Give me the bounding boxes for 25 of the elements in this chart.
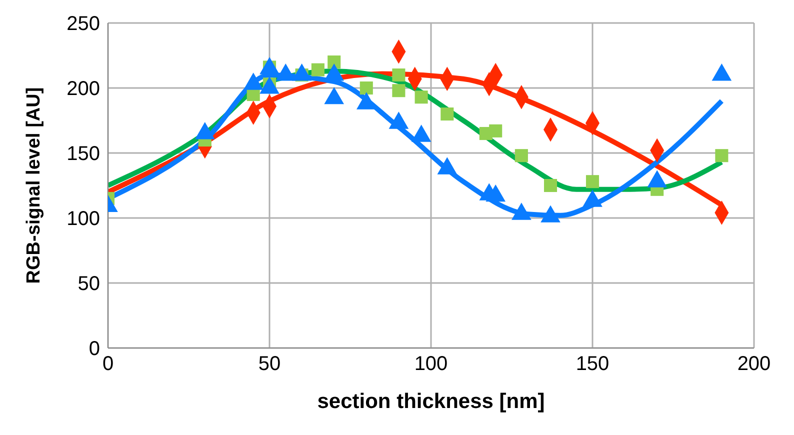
point — [514, 149, 528, 162]
y-tick-label: 250 — [66, 13, 100, 36]
y-axis-title: RGB-signal level [AU] — [24, 87, 45, 284]
x-axis-title: section thickness [nm] — [317, 390, 545, 413]
point — [414, 90, 428, 104]
x-tick-label: 100 — [414, 353, 448, 376]
y-tick-label: 0 — [88, 338, 100, 360]
point — [360, 81, 373, 95]
x-tick-label: 0 — [102, 353, 114, 376]
point — [392, 84, 406, 98]
y-tick-label: 100 — [66, 208, 100, 230]
point — [586, 175, 600, 188]
x-tick-label: 200 — [737, 353, 771, 376]
point — [489, 124, 502, 138]
y-tick-label: 150 — [66, 143, 100, 166]
x-tick-label: 50 — [258, 353, 281, 376]
x-tick-label: 150 — [576, 353, 610, 376]
point — [392, 68, 406, 82]
point — [544, 178, 558, 192]
y-tick-label: 50 — [78, 273, 100, 296]
point — [715, 149, 728, 162]
point — [328, 55, 341, 69]
point — [311, 63, 324, 76]
y-tick-label: 200 — [66, 78, 100, 100]
point — [440, 107, 454, 121]
